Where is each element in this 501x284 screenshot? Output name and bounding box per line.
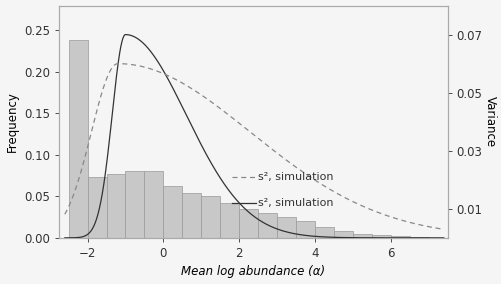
Bar: [238, 209, 258, 238]
Y-axis label: Variance: Variance: [482, 96, 495, 147]
Bar: [296, 221, 314, 238]
Bar: [182, 193, 201, 238]
Bar: [352, 234, 371, 238]
Bar: [69, 40, 87, 238]
Bar: [201, 196, 220, 238]
Bar: [333, 231, 352, 238]
Bar: [220, 203, 238, 238]
Bar: [314, 227, 333, 238]
Bar: [390, 236, 409, 238]
Bar: [87, 177, 106, 238]
Text: s², simulation: s², simulation: [258, 198, 333, 208]
Bar: [144, 172, 163, 238]
Bar: [277, 217, 296, 238]
Bar: [409, 237, 428, 238]
Bar: [258, 213, 277, 238]
Text: s², simulation: s², simulation: [258, 172, 333, 182]
Y-axis label: Frequency: Frequency: [6, 91, 19, 152]
Bar: [163, 185, 182, 238]
Bar: [125, 172, 144, 238]
Bar: [106, 174, 125, 238]
X-axis label: Mean log abundance (α): Mean log abundance (α): [181, 266, 325, 278]
Bar: [371, 235, 390, 238]
